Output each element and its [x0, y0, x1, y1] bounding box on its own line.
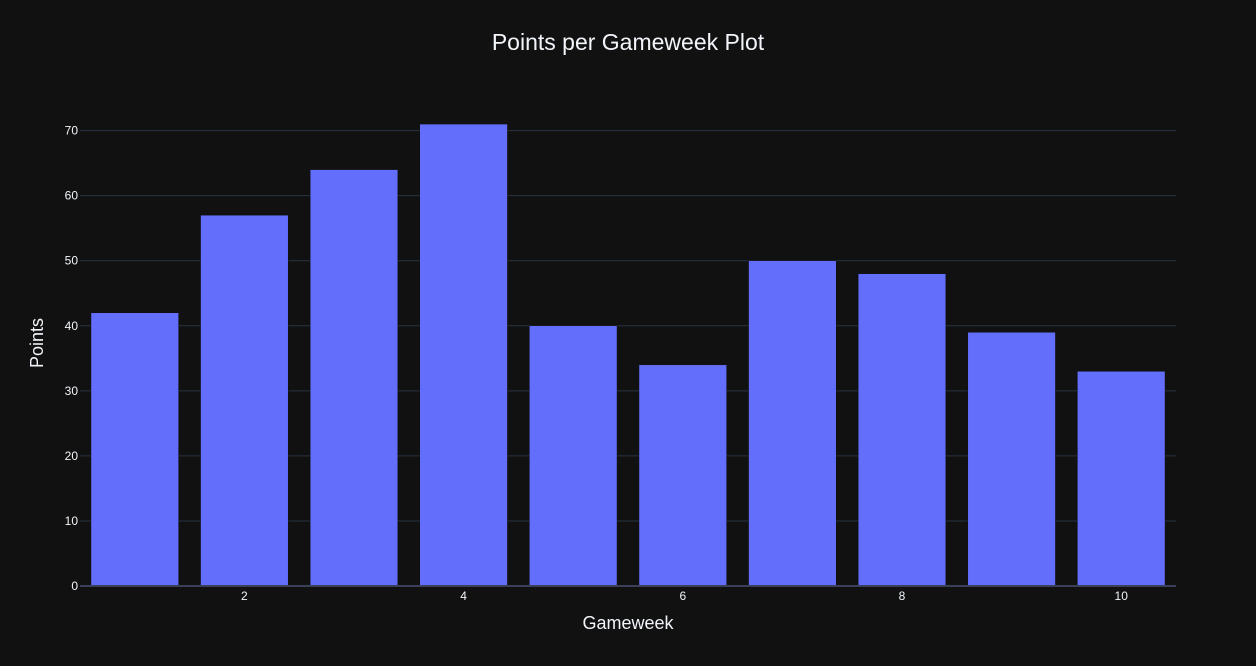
- y-tick-label: 30: [65, 384, 79, 398]
- y-tick-label: 10: [65, 514, 79, 528]
- bar[interactable]: [857, 273, 947, 587]
- x-tick-label: 4: [460, 589, 467, 603]
- bar[interactable]: [1077, 371, 1166, 587]
- y-tick-label: 70: [65, 124, 79, 138]
- y-tick-label: 40: [65, 319, 79, 333]
- y-axis-ticks: 0 10 20 30 40 50 60 70: [65, 124, 79, 593]
- x-axis-label: Gameweek: [582, 613, 674, 633]
- bar[interactable]: [419, 123, 508, 587]
- x-tick-label: 2: [241, 589, 248, 603]
- y-tick-label: 60: [65, 189, 79, 203]
- bar[interactable]: [638, 364, 727, 587]
- bar[interactable]: [748, 260, 837, 587]
- chart-title: Points per Gameweek Plot: [492, 29, 765, 55]
- bar[interactable]: [200, 214, 289, 587]
- x-tick-label: 10: [1115, 589, 1129, 603]
- y-axis-label: Points: [27, 318, 47, 368]
- y-tick-label: 50: [65, 254, 79, 268]
- bars: [80, 123, 1176, 587]
- bar[interactable]: [309, 169, 399, 587]
- bar[interactable]: [967, 332, 1056, 587]
- x-tick-label: 6: [679, 589, 686, 603]
- bar[interactable]: [90, 312, 179, 587]
- x-axis-ticks: 2 4 6 8 10: [241, 589, 1128, 603]
- y-tick-label: 20: [65, 449, 79, 463]
- x-tick-label: 8: [899, 589, 906, 603]
- y-tick-label: 0: [71, 579, 78, 593]
- bar[interactable]: [529, 325, 618, 587]
